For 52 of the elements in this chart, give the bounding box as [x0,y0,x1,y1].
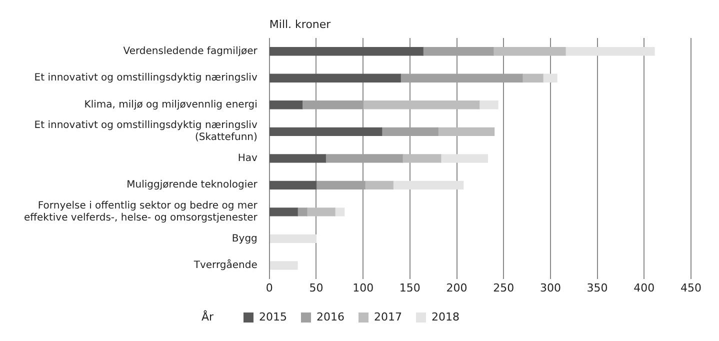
x-tick-label: 0 [266,281,273,294]
legend-label: 2017 [374,310,402,324]
bar [270,100,303,110]
bar [400,74,523,82]
legend-title: År [201,309,214,324]
x-tick-label: 300 [540,281,561,294]
x-tick-label: 50 [309,281,324,294]
bar [565,47,655,56]
y-tick-label: Klima, miljø og miljøvennlig energi [84,99,258,110]
bar [270,127,382,136]
y-tick-label: Verdensledende fagmiljøer [123,46,258,57]
legend-label: 2016 [316,310,345,324]
bar [270,47,424,56]
y-tick-label: Et innovativt og omstillingsdyktig næringsliv (Skattefunn) [34,120,258,144]
bar [316,180,366,190]
x-tick-label: 250 [493,281,514,294]
x-tick-label: 100 [352,281,374,294]
x-tick-label: 350 [586,281,608,294]
bar [392,180,464,190]
x-axis-title: Mill. kroner [269,18,332,31]
bar [402,154,442,163]
bar [306,208,336,216]
bar [522,74,544,82]
bar [438,127,495,136]
legend-label: 2018 [431,310,460,324]
bar [362,100,480,110]
bar [270,261,298,270]
y-tick-label: Bygg [232,233,258,244]
bar [492,47,566,56]
x-tick-label: 200 [446,281,468,294]
bar [270,208,298,216]
bar [422,47,494,56]
y-tick-label: Tverrgående [192,259,258,272]
bar [542,74,558,82]
bar [381,127,438,136]
bar [325,154,403,163]
bar [364,180,394,190]
x-tick-label: 150 [399,281,420,294]
bar [270,74,401,82]
bar [270,234,317,243]
legend-label: 2015 [259,310,288,324]
y-tick-label: Fornyelse i offentlig sektor og bedre og mer effektive velferds-, helse- og omsorgstjenester [24,200,258,224]
bar [440,154,488,163]
x-tick-label: 400 [634,281,655,294]
bar [270,180,317,190]
bar [302,100,364,110]
bar [270,154,326,163]
x-tick-label: 450 [680,281,702,294]
y-tick-label: Hav [238,152,258,164]
y-tick-label: Et innovativt og omstillingsdyktig næringsliv [34,72,258,84]
bar [478,100,498,110]
y-tick-label: Muliggjørende teknologier [126,180,258,191]
